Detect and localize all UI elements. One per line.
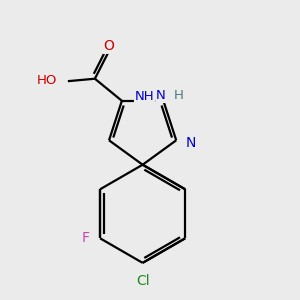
Text: NH: NH bbox=[135, 90, 154, 104]
Text: O: O bbox=[103, 39, 114, 53]
Text: HO: HO bbox=[37, 74, 57, 87]
Text: N: N bbox=[156, 89, 166, 102]
Text: H: H bbox=[174, 89, 184, 102]
Text: Cl: Cl bbox=[136, 274, 149, 288]
Text: F: F bbox=[81, 231, 89, 245]
Text: N: N bbox=[186, 136, 196, 150]
